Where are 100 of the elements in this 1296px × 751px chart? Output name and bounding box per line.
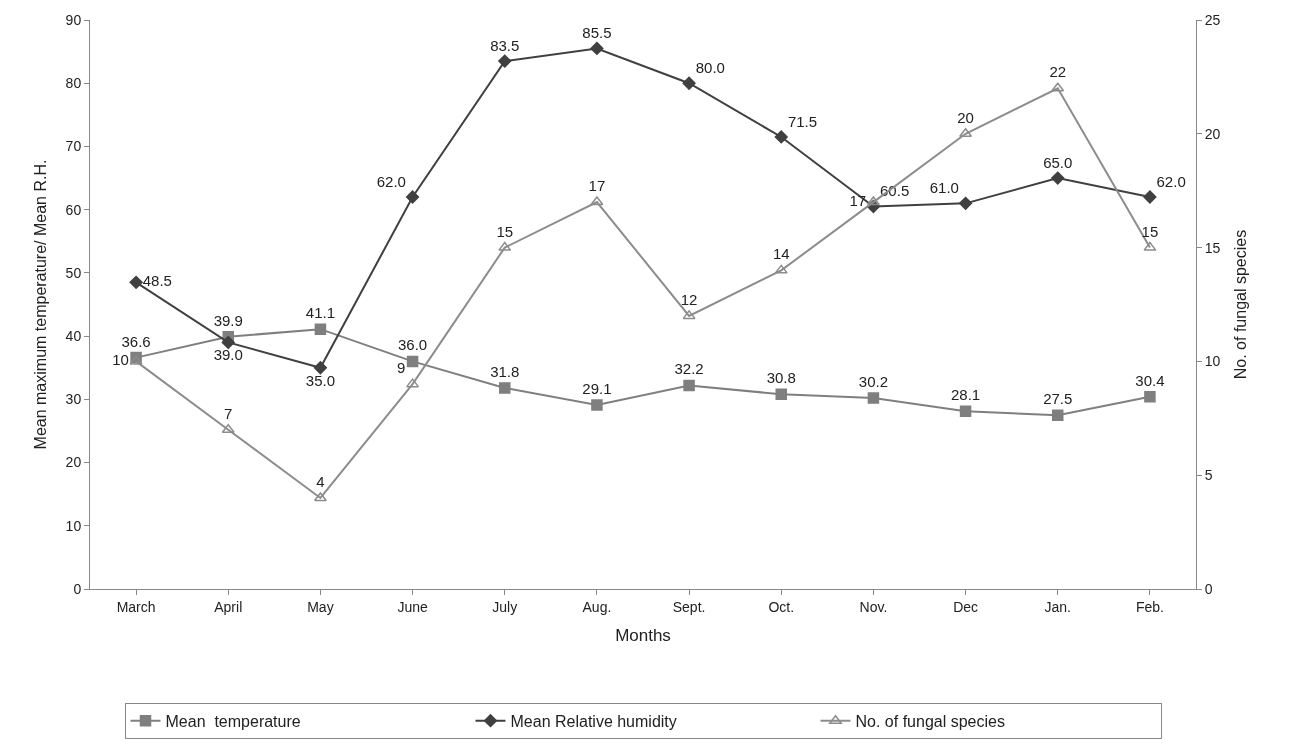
point — [682, 310, 696, 320]
data-label: 10 — [112, 351, 129, 369]
x-tick-label: Nov. — [859, 598, 888, 615]
data-label: 36.6 — [121, 332, 151, 350]
data-label: 27.5 — [1043, 390, 1073, 408]
data-label: 15 — [496, 222, 514, 240]
x-tick-label: Oct. — [768, 598, 795, 615]
data-label: 62.0 — [1156, 172, 1186, 190]
y2-tick-label: 15 — [1204, 239, 1221, 256]
point — [406, 378, 420, 388]
y2-axis-title: No. of fungal species — [1232, 229, 1250, 380]
point — [590, 41, 604, 56]
point — [313, 361, 328, 375]
y2-tick-label: 25 — [1204, 11, 1221, 28]
x-tick-label: Aug. — [582, 598, 612, 615]
point — [959, 128, 973, 138]
point — [129, 355, 143, 365]
y-tick-label: 80 — [65, 75, 82, 92]
y2-tick-label: 10 — [1204, 353, 1221, 370]
data-label: 17 — [849, 191, 867, 209]
x-tick-label: June — [397, 598, 428, 615]
x-tick-label: May — [307, 598, 334, 615]
data-label: 28.1 — [950, 386, 981, 404]
data-label: 4 — [316, 472, 325, 490]
point — [129, 275, 143, 289]
point — [1143, 190, 1157, 204]
legend-label: No. of fungal species — [855, 712, 1005, 730]
point — [774, 130, 788, 144]
data-label: 30.2 — [858, 373, 889, 391]
data-label: 9 — [396, 359, 406, 377]
data-label: 35.0 — [305, 371, 336, 389]
y-tick-label: 10 — [65, 517, 82, 534]
x-tick-label: Sept. — [672, 598, 706, 615]
point — [591, 399, 603, 411]
x-tick-label: March — [116, 598, 156, 615]
y-tick-label: 90 — [65, 11, 82, 28]
point — [867, 392, 880, 404]
legend-label: Mean temperature — [165, 712, 301, 730]
data-label: 17 — [588, 177, 606, 195]
x-tick-label: Feb. — [1135, 598, 1164, 615]
data-label: 65.0 — [1043, 153, 1073, 171]
data-label: 61.0 — [929, 178, 959, 196]
data-label: 31.8 — [490, 362, 520, 380]
data-label: 83.5 — [490, 36, 520, 54]
x-tick-label: April — [214, 598, 243, 615]
point — [498, 54, 512, 68]
data-label: 7 — [224, 404, 233, 422]
point — [683, 379, 695, 392]
point — [313, 492, 327, 502]
y-tick-label: 60 — [65, 201, 82, 218]
x-axis-title: Months — [615, 626, 671, 646]
legend-label: Mean Relative humidity — [510, 712, 677, 730]
data-label: 22 — [1049, 63, 1067, 81]
point — [958, 196, 973, 210]
point — [1051, 171, 1065, 185]
data-label: 15 — [1141, 222, 1159, 240]
y-tick-label: 70 — [65, 138, 82, 155]
point — [405, 190, 420, 204]
point — [498, 241, 512, 251]
x-tick-label: Dec — [953, 598, 979, 615]
point — [590, 196, 604, 206]
y-tick-label: 40 — [65, 328, 82, 345]
data-label: 39.9 — [213, 311, 243, 329]
point — [775, 388, 787, 401]
data-label: 39.0 — [213, 346, 243, 364]
point — [682, 76, 696, 90]
y-tick-label: 30 — [65, 391, 82, 408]
point — [1052, 409, 1064, 421]
data-label: 30.8 — [766, 369, 796, 387]
point — [774, 264, 788, 274]
data-label: 85.5 — [582, 24, 612, 42]
data-label: 62.0 — [376, 172, 406, 190]
point — [221, 423, 235, 433]
data-label: 32.2 — [674, 360, 704, 378]
data-label: 48.5 — [142, 272, 172, 290]
point — [1051, 82, 1065, 92]
data-label: 60.5 — [880, 182, 910, 200]
point — [314, 323, 327, 335]
x-tick-label: Jan. — [1044, 598, 1071, 615]
data-label: 30.4 — [1135, 371, 1165, 389]
data-label: 41.1 — [305, 304, 336, 322]
x-tick-label: July — [492, 598, 518, 615]
y-tick-label: 20 — [65, 454, 82, 471]
data-label: 29.1 — [582, 380, 612, 398]
data-label: 14 — [772, 245, 790, 263]
y2-tick-label: 5 — [1204, 467, 1213, 484]
point — [499, 382, 511, 394]
point — [866, 196, 880, 206]
point — [406, 355, 419, 368]
y2-tick-label: 20 — [1204, 125, 1221, 142]
y-tick-label: 50 — [65, 264, 82, 281]
data-label: 71.5 — [787, 112, 818, 130]
point — [1143, 241, 1157, 251]
point — [221, 335, 235, 350]
y-axis-title: Mean maximum temperature/ Mean R.H. — [31, 159, 49, 450]
y2-tick-label: 0 — [1204, 580, 1213, 597]
point — [1144, 391, 1156, 403]
point — [959, 405, 972, 418]
y-tick-label: 0 — [73, 580, 82, 597]
data-label: 20 — [957, 108, 974, 126]
